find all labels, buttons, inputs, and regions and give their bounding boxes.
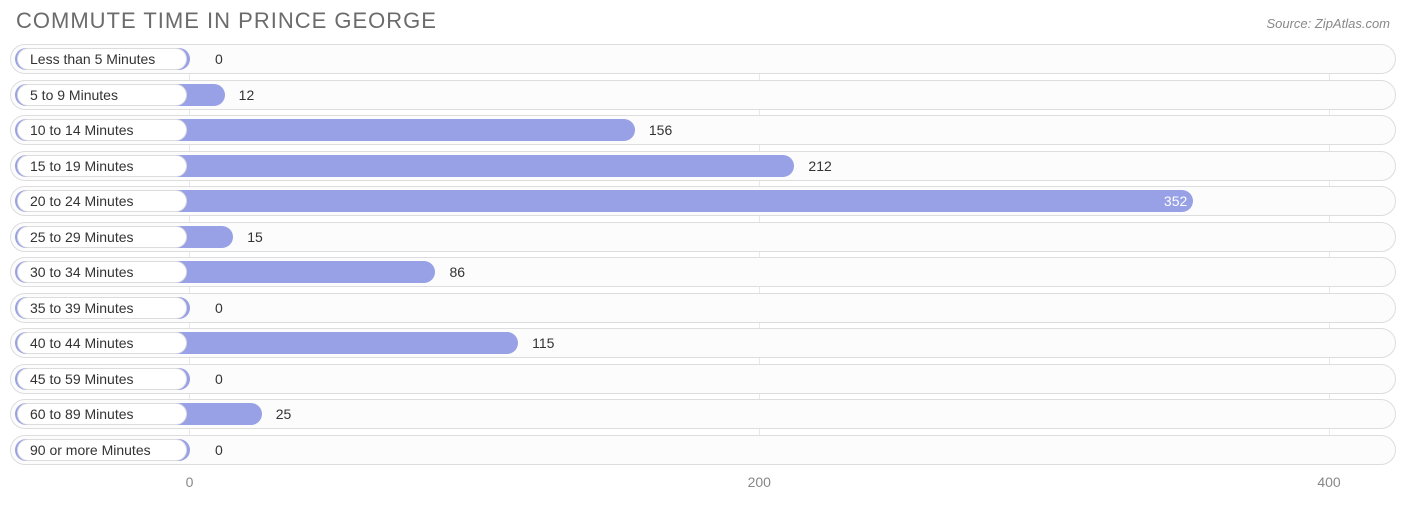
bar-value-label: 212: [808, 152, 831, 180]
chart-row: 5 to 9 Minutes 12: [10, 80, 1396, 110]
category-label-pill: 15 to 19 Minutes: [17, 155, 187, 177]
chart-row: 20 to 24 Minutes 352: [10, 186, 1396, 216]
category-label-pill: 35 to 39 Minutes: [17, 297, 187, 319]
bar-value-label: 86: [449, 258, 465, 286]
chart-plot: Less than 5 Minutes 0 5 to 9 Minutes 12 10 t…: [10, 38, 1396, 488]
chart-container: COMMUTE TIME IN PRINCE GEORGE Source: Zi…: [0, 0, 1406, 524]
chart-source: Source: ZipAtlas.com: [1266, 16, 1390, 31]
chart-row: 45 to 59 Minutes 0: [10, 364, 1396, 394]
bar-value-label: 352: [1164, 187, 1187, 215]
chart-row: 25 to 29 Minutes 15: [10, 222, 1396, 252]
bar-value-label: 115: [532, 329, 554, 357]
chart-row: 90 or more Minutes 0: [10, 435, 1396, 465]
category-label-pill: 60 to 89 Minutes: [17, 403, 187, 425]
category-label-pill: 5 to 9 Minutes: [17, 84, 187, 106]
bar-value-label: 0: [215, 45, 223, 73]
category-label-pill: 10 to 14 Minutes: [17, 119, 187, 141]
chart-row: 60 to 89 Minutes 25: [10, 399, 1396, 429]
chart-row: 40 to 44 Minutes 115: [10, 328, 1396, 358]
category-label-pill: 40 to 44 Minutes: [17, 332, 187, 354]
bar-value-label: 15: [247, 223, 263, 251]
category-label-pill: 30 to 34 Minutes: [17, 261, 187, 283]
category-label-pill: 45 to 59 Minutes: [17, 368, 187, 390]
chart-header: COMMUTE TIME IN PRINCE GEORGE Source: Zi…: [10, 8, 1396, 38]
chart-row: 35 to 39 Minutes 0: [10, 293, 1396, 323]
axis-tick: 200: [748, 474, 771, 490]
chart-row: 30 to 34 Minutes 86: [10, 257, 1396, 287]
chart-row: 10 to 14 Minutes 156: [10, 115, 1396, 145]
chart-title: COMMUTE TIME IN PRINCE GEORGE: [16, 8, 437, 34]
bar-value-label: 156: [649, 116, 672, 144]
chart-rows: Less than 5 Minutes 0 5 to 9 Minutes 12 10 t…: [10, 44, 1396, 465]
bar-value-label: 0: [215, 436, 223, 464]
category-label-pill: 90 or more Minutes: [17, 439, 187, 461]
axis-tick: 0: [186, 474, 194, 490]
bar-value-label: 12: [239, 81, 255, 109]
chart-row: Less than 5 Minutes 0: [10, 44, 1396, 74]
category-label-pill: 20 to 24 Minutes: [17, 190, 187, 212]
bar-value-label: 25: [276, 400, 292, 428]
axis-tick: 400: [1317, 474, 1340, 490]
chart-x-axis: 0 200 400: [10, 470, 1396, 494]
chart-row: 15 to 19 Minutes 212: [10, 151, 1396, 181]
category-label-pill: Less than 5 Minutes: [17, 48, 187, 70]
bar-value-label: 0: [215, 365, 223, 393]
bar: [15, 190, 1193, 212]
bar-value-label: 0: [215, 294, 223, 322]
category-label-pill: 25 to 29 Minutes: [17, 226, 187, 248]
